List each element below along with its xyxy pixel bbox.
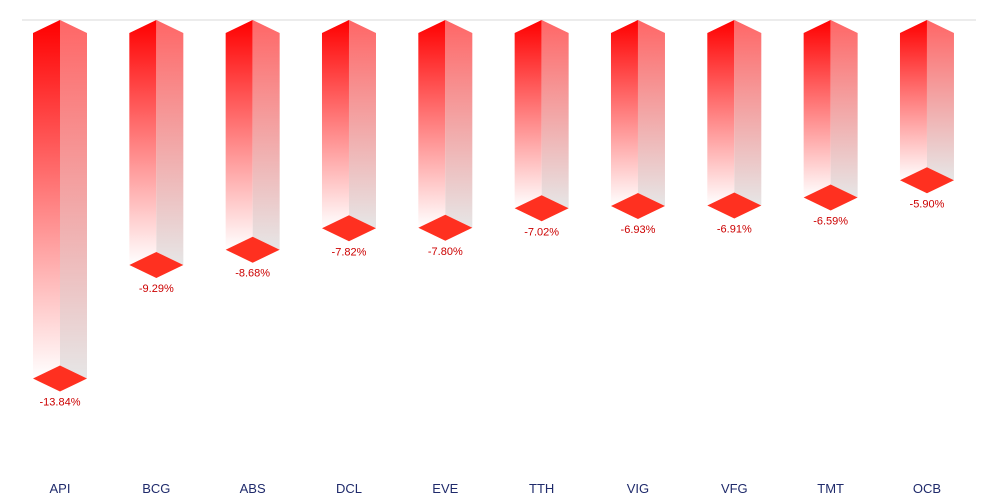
bar-front-face xyxy=(129,20,157,265)
bar-end-cap xyxy=(707,192,762,219)
bar-front-face xyxy=(418,20,446,228)
value-label: -5.90% xyxy=(910,198,945,210)
bar-front-face xyxy=(899,20,927,181)
value-label: -13.84% xyxy=(40,397,81,409)
value-label: -6.59% xyxy=(813,216,848,228)
bar-side-face xyxy=(445,20,473,228)
value-label: -7.82% xyxy=(332,246,367,258)
category-label: TMT xyxy=(817,481,844,496)
bar-front-face xyxy=(33,20,60,379)
bar-side-face xyxy=(252,20,280,250)
category-label: BCG xyxy=(142,481,170,496)
bar-end-cap xyxy=(803,184,858,211)
bar-abs: -8.68% xyxy=(225,20,280,280)
bar-end-cap xyxy=(610,193,665,220)
category-label: TTH xyxy=(529,481,554,496)
value-label: -8.68% xyxy=(235,268,270,280)
bar-side-face xyxy=(926,20,954,181)
bar-side-face xyxy=(156,20,184,265)
bar-vfg: -6.91% xyxy=(707,20,762,236)
bar-side-face xyxy=(348,20,376,229)
bar-front-face xyxy=(225,20,253,250)
bar-front-face xyxy=(707,20,735,206)
bar-series: -13.84% -9.29% -8.68% -7.82% -7.80% -7.02% -6.… xyxy=(33,20,954,409)
category-label: DCL xyxy=(336,481,362,496)
bar-vig: -6.93% xyxy=(610,20,665,236)
bar-end-cap xyxy=(899,167,954,194)
bar-end-cap xyxy=(33,365,87,392)
bar-front-face xyxy=(610,20,638,207)
value-label: -7.80% xyxy=(428,246,463,258)
bar-front-face xyxy=(321,20,349,229)
bar-side-face xyxy=(60,20,87,379)
bar-end-cap xyxy=(321,215,376,242)
bar-end-cap xyxy=(514,195,569,222)
bar-side-face xyxy=(637,20,665,207)
bar-end-cap xyxy=(225,236,280,263)
value-label: -6.93% xyxy=(621,224,656,236)
category-label: EVE xyxy=(432,481,458,496)
category-label: ABS xyxy=(240,481,266,496)
bar-eve: -7.80% xyxy=(418,20,473,258)
value-label: -6.91% xyxy=(717,224,752,236)
bar-side-face xyxy=(830,20,858,198)
bar-end-cap xyxy=(418,214,473,241)
bar-ocb: -5.90% xyxy=(899,20,954,210)
bar-bcg: -9.29% xyxy=(129,20,184,295)
category-axis: API BCG ABS DCL EVE TTH VIG VFG TMT OCB xyxy=(50,481,942,496)
bar-tmt: -6.59% xyxy=(803,20,858,228)
bar-side-face xyxy=(734,20,762,206)
bar-tth: -7.02% xyxy=(514,20,569,238)
bar-api: -13.84% xyxy=(33,20,87,409)
category-label: OCB xyxy=(913,481,941,496)
bar-front-face xyxy=(803,20,831,198)
value-label: -9.29% xyxy=(139,283,174,295)
bar-side-face xyxy=(541,20,569,209)
value-label: -7.02% xyxy=(524,226,559,238)
category-label: VIG xyxy=(627,481,649,496)
bar-end-cap xyxy=(129,251,184,278)
bar-front-face xyxy=(514,20,542,209)
category-label: VFG xyxy=(721,481,748,496)
category-label: API xyxy=(50,481,71,496)
bar-dcl: -7.82% xyxy=(321,20,376,258)
